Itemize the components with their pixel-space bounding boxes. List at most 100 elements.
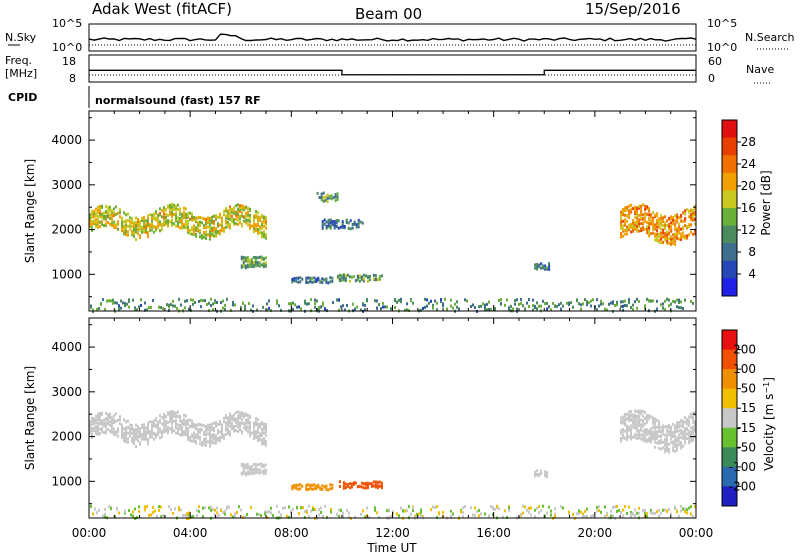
scatter-cell: [163, 216, 165, 219]
scatter-cell: [219, 419, 221, 423]
scatter-cell: [249, 224, 251, 227]
scatter-cell: [610, 514, 612, 518]
scatter-cell: [168, 305, 170, 309]
scatter-cell: [119, 215, 121, 219]
scatter-cell: [265, 218, 267, 222]
scatter-cell: [95, 217, 97, 221]
scatter-cell: [652, 299, 654, 303]
scatter-cell: [107, 213, 109, 217]
scatter-cell: [634, 514, 636, 518]
scatter-cell: [658, 240, 661, 244]
scatter-cell: [325, 224, 328, 228]
scatter-cell: [342, 278, 345, 282]
scatter-cell: [684, 420, 687, 424]
scatter-cell: [688, 437, 691, 440]
scatter-cell: [622, 224, 625, 228]
scatter-cell: [692, 211, 695, 215]
scatter-cell: [187, 429, 189, 433]
scatter-cell: [91, 225, 93, 229]
scatter-cell: [256, 256, 259, 260]
scatter-cell: [211, 215, 213, 219]
scatter-cell: [588, 301, 590, 305]
scatter-cell: [240, 264, 243, 268]
scatter-cell: [213, 433, 215, 437]
scatter-cell: [684, 217, 687, 221]
scatter-cell: [140, 298, 142, 302]
scatter-cell: [97, 429, 99, 433]
scatter-cell: [173, 419, 175, 423]
scatter-cell: [107, 428, 109, 431]
scatter-cell: [186, 299, 188, 303]
scatter-cell: [137, 219, 139, 223]
scatter-cell: [128, 305, 130, 309]
scatter-cell: [258, 261, 261, 265]
colorbar-segment: [722, 486, 737, 507]
scatter-cell: [155, 210, 157, 214]
scatter-cell: [351, 223, 354, 226]
scatter-cell: [644, 435, 647, 439]
scatter-cell: [626, 227, 629, 231]
scatter-cell: [464, 505, 466, 509]
scatter-cell: [211, 234, 213, 238]
scatter-cell: [202, 515, 204, 518]
scatter-cell: [650, 222, 653, 226]
scatter-cell: [313, 276, 316, 280]
scatter-cell: [684, 416, 687, 420]
scatter-cell: [153, 212, 155, 216]
scatter-cell: [624, 228, 627, 232]
scatter-cell: [610, 301, 612, 305]
scatter-cell: [622, 208, 625, 211]
scatter-cell: [341, 223, 344, 227]
scatter-cell: [347, 221, 350, 225]
scatter-cell: [92, 308, 94, 312]
scatter-cell: [124, 302, 126, 306]
scatter-cell: [247, 218, 249, 222]
scatter-cell: [121, 216, 123, 220]
scatter-cell: [299, 487, 302, 491]
scatter-cell: [185, 226, 187, 230]
scatter-cell: [660, 434, 663, 438]
scatter-cell: [337, 219, 340, 223]
scatter-cell: [235, 222, 237, 226]
scatter-cell: [500, 298, 502, 302]
scatter-cell: [165, 429, 167, 433]
scatter-cell: [329, 221, 332, 225]
scatter-cell: [548, 305, 550, 309]
scatter-cell: [322, 199, 325, 203]
scatter-cell: [147, 426, 149, 430]
noise-right-tick-bottom: 10^0: [707, 41, 737, 54]
scatter-cell: [402, 509, 404, 513]
scatter-cell: [133, 223, 135, 227]
scatter-cell: [145, 437, 147, 441]
scatter-cell: [299, 280, 302, 284]
scatter-cell: [169, 414, 171, 418]
scatter-cell: [151, 213, 153, 217]
scatter-cell: [686, 420, 689, 424]
scatter-cell: [157, 226, 159, 230]
scatter-cell: [378, 277, 381, 281]
scatter-cell: [538, 304, 540, 308]
scatter-cell: [181, 419, 183, 423]
scatter-cell: [105, 204, 107, 208]
scatter-cell: [404, 308, 406, 312]
scatter-cell: [125, 428, 127, 432]
scatter-cell: [187, 435, 189, 439]
scatter-cell: [682, 307, 684, 310]
scatter-cell: [678, 237, 681, 241]
scatter-cell: [680, 446, 683, 450]
scatter-cell: [333, 220, 336, 224]
colorbar-segment: [722, 349, 737, 370]
scatter-cell: [139, 441, 141, 445]
scatter-cell: [666, 223, 669, 227]
scatter-cell: [672, 431, 675, 435]
scatter-cell: [666, 437, 669, 441]
scatter-cell: [103, 211, 105, 215]
scatter-cell: [121, 435, 123, 439]
scatter-cell: [209, 439, 211, 443]
scatter-cell: [678, 301, 680, 304]
scatter-cell: [666, 448, 669, 452]
scatter-cell: [636, 216, 639, 220]
scatter-cell: [680, 235, 683, 239]
scatter-cell: [626, 205, 629, 209]
scatter-cell: [139, 228, 141, 232]
